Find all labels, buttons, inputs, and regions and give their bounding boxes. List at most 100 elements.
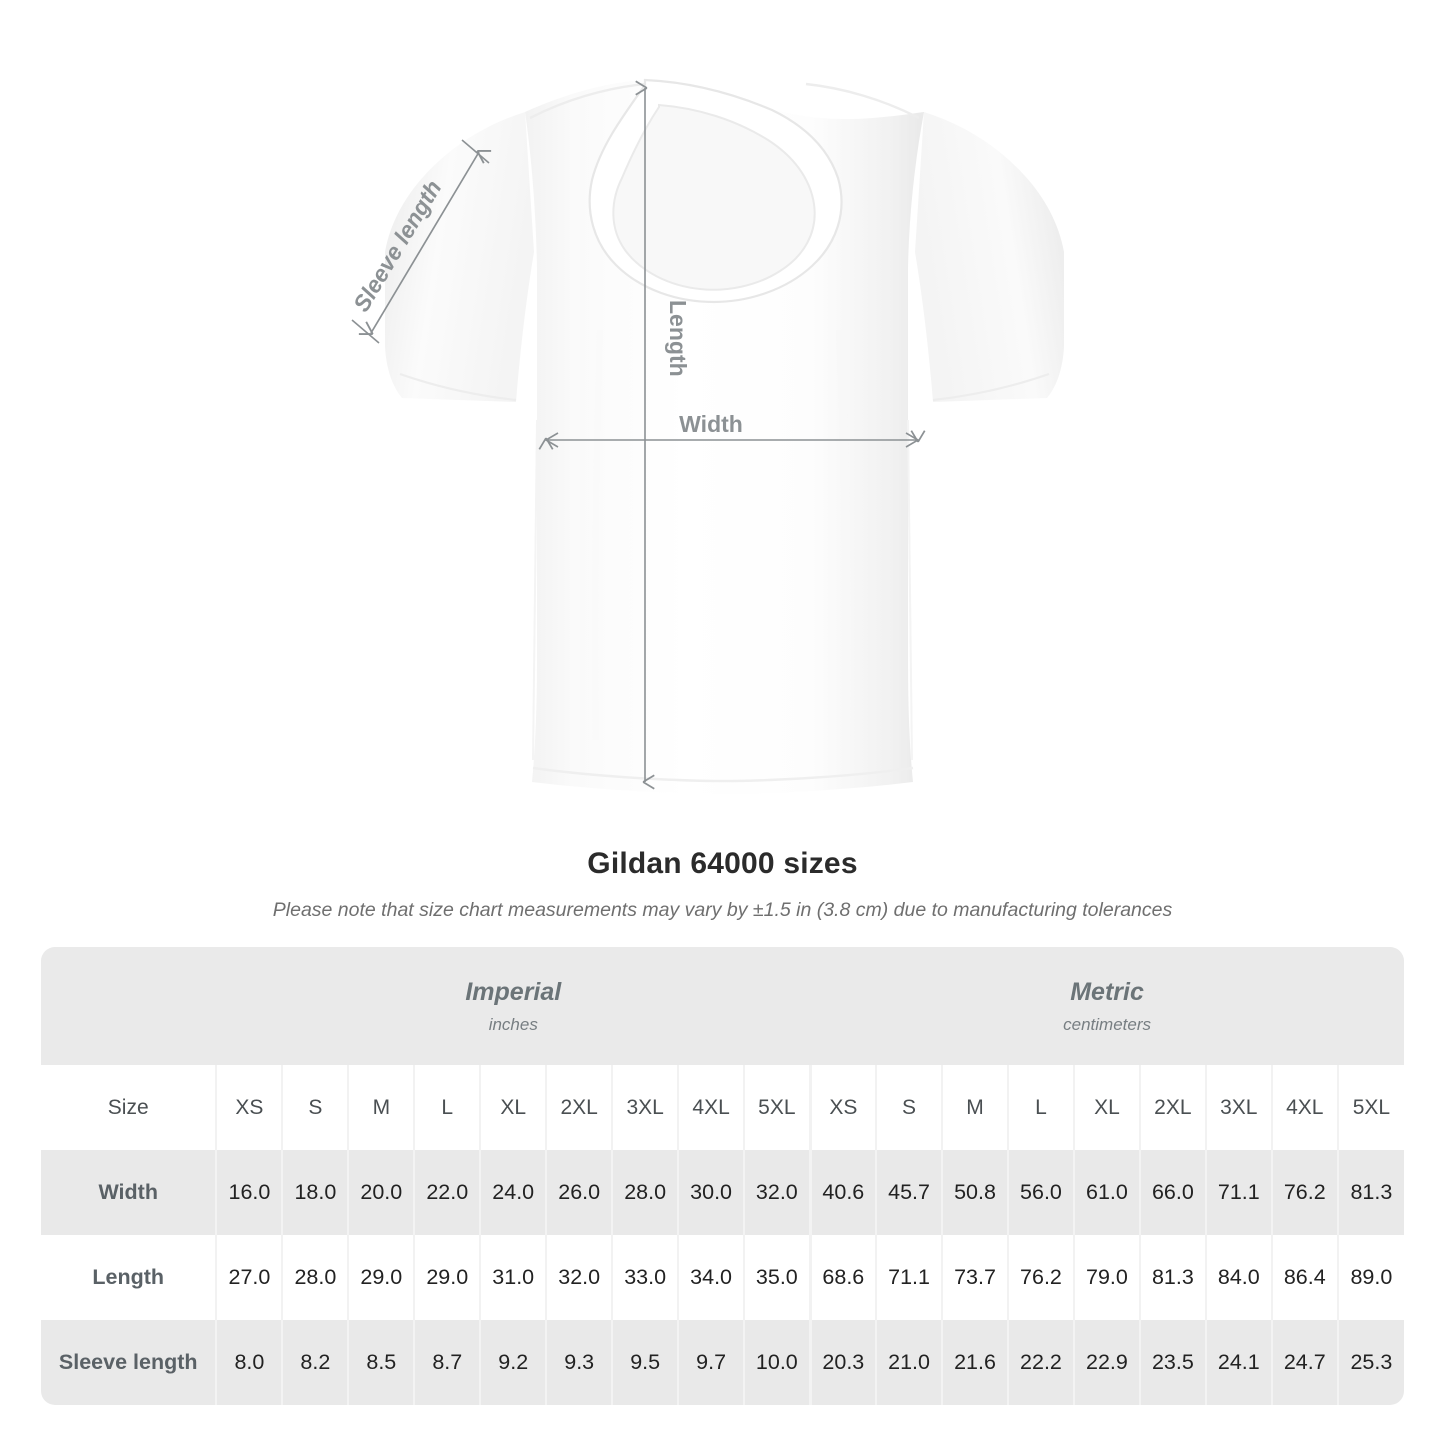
sleeve-length-arrow: [358, 149, 492, 336]
length-2xl-in: 32.0: [545, 1235, 613, 1320]
width-4xl-in: 30.0: [677, 1150, 745, 1235]
sleeve-4xl-in: 9.7: [677, 1320, 745, 1405]
sleeve-l-in: 8.7: [413, 1320, 481, 1405]
header-size-m-metric: M: [941, 1065, 1008, 1150]
width-xl-cm: 61.0: [1072, 1150, 1140, 1235]
width-xl-in: 24.0: [479, 1150, 547, 1235]
sleeve-4xl-cm: 24.7: [1270, 1320, 1338, 1405]
sleeve-2xl-cm: 23.5: [1138, 1320, 1206, 1405]
header-size-label: Size: [41, 1065, 217, 1150]
width-xs-in: 16.0: [215, 1150, 283, 1235]
sleeve-tick-bottom: [351, 319, 380, 344]
sleeve-3xl-cm: 24.1: [1204, 1320, 1272, 1405]
table-row: Sleeve length 8.0 8.2 8.5 8.7 9.2 9.3 9.…: [41, 1320, 1404, 1405]
sleeve-l-cm: 22.2: [1006, 1320, 1074, 1405]
unit-banner-spacer: [41, 947, 217, 1065]
header-size-xl-metric: XL: [1072, 1065, 1140, 1150]
header-size-l-metric: L: [1006, 1065, 1074, 1150]
size-table-container: Imperial inches Metric centimeters Size …: [41, 947, 1404, 1405]
sleeve-m-in: 8.5: [347, 1320, 415, 1405]
width-3xl-in: 28.0: [611, 1150, 679, 1235]
table-row: Length 27.0 28.0 29.0 29.0 31.0 32.0 33.…: [41, 1235, 1404, 1320]
sleeve-s-in: 8.2: [281, 1320, 349, 1405]
sleeve-xl-in: 9.2: [479, 1320, 547, 1405]
header-size-xs-imperial: XS: [215, 1065, 283, 1150]
width-2xl-in: 26.0: [545, 1150, 613, 1235]
length-5xl-cm: 89.0: [1336, 1235, 1404, 1320]
length-4xl-cm: 86.4: [1270, 1235, 1338, 1320]
width-3xl-cm: 71.1: [1204, 1150, 1272, 1235]
sleeve-5xl-in: 10.0: [743, 1320, 811, 1405]
length-4xl-in: 34.0: [677, 1235, 745, 1320]
length-l-in: 29.0: [413, 1235, 481, 1320]
length-xs-in: 27.0: [215, 1235, 283, 1320]
width-m-cm: 50.8: [941, 1150, 1008, 1235]
header-size-2xl-metric: 2XL: [1138, 1065, 1206, 1150]
header-size-xl-imperial: XL: [479, 1065, 547, 1150]
tshirt-diagram: Sleeve length Length Width: [348, 78, 1064, 794]
sleeve-xs-cm: 20.3: [808, 1320, 877, 1405]
length-2xl-cm: 81.3: [1138, 1235, 1206, 1320]
length-xs-cm: 68.6: [808, 1235, 877, 1320]
size-header-row: Size XS S M L XL 2XL 3XL 4XL 5XL XS S M …: [41, 1065, 1404, 1150]
length-3xl-in: 33.0: [611, 1235, 679, 1320]
width-label: Width: [679, 411, 743, 437]
sleeve-3xl-in: 9.5: [611, 1320, 679, 1405]
width-l-cm: 56.0: [1006, 1150, 1074, 1235]
length-s-in: 28.0: [281, 1235, 349, 1320]
sleeve-5xl-cm: 25.3: [1336, 1320, 1404, 1405]
header-size-5xl-metric: 5XL: [1336, 1065, 1404, 1150]
width-arrowhead-left: [544, 432, 559, 448]
page-title: Gildan 64000 sizes: [587, 847, 858, 880]
width-s-in: 18.0: [281, 1150, 349, 1235]
unit-group-imperial: Imperial inches: [216, 947, 811, 1065]
row-label-width: Width: [41, 1150, 217, 1235]
unit-metric-name: Metric: [1070, 977, 1144, 1006]
width-4xl-cm: 76.2: [1270, 1150, 1338, 1235]
header-size-s-metric: S: [875, 1065, 943, 1150]
header-size-3xl-metric: 3XL: [1204, 1065, 1272, 1150]
width-5xl-cm: 81.3: [1336, 1150, 1404, 1235]
header-size-s-imperial: S: [281, 1065, 349, 1150]
length-m-in: 29.0: [347, 1235, 415, 1320]
width-m-in: 20.0: [347, 1150, 415, 1235]
unit-imperial-name: Imperial: [465, 977, 562, 1006]
header-size-xs-metric: XS: [808, 1065, 877, 1150]
header-size-m-imperial: M: [347, 1065, 415, 1150]
length-3xl-cm: 84.0: [1204, 1235, 1272, 1320]
header-size-3xl-imperial: 3XL: [611, 1065, 679, 1150]
tshirt-graphic: [385, 78, 1064, 794]
length-s-cm: 71.1: [875, 1235, 943, 1320]
length-xl-cm: 79.0: [1072, 1235, 1140, 1320]
sleeve-s-cm: 21.0: [875, 1320, 943, 1405]
table-row: Width 16.0 18.0 20.0 22.0 24.0 26.0 28.0…: [41, 1150, 1404, 1235]
heading-block: Gildan 64000 sizes Please note that size…: [0, 846, 1445, 922]
sleeve-m-cm: 21.6: [941, 1320, 1008, 1405]
length-label: Length: [665, 300, 691, 377]
header-size-4xl-metric: 4XL: [1270, 1065, 1338, 1150]
unit-imperial-sub: inches: [488, 1014, 538, 1034]
header-size-l-imperial: L: [413, 1065, 481, 1150]
unit-metric-sub: centimeters: [1063, 1014, 1151, 1034]
unit-banner-row: Imperial inches Metric centimeters: [41, 947, 1404, 1065]
header-size-2xl-imperial: 2XL: [545, 1065, 613, 1150]
size-table: Imperial inches Metric centimeters Size …: [41, 947, 1404, 1405]
unit-group-metric: Metric centimeters: [810, 947, 1404, 1065]
sleeve-xs-in: 8.0: [215, 1320, 283, 1405]
width-annotation: Width: [538, 411, 926, 450]
width-2xl-cm: 66.0: [1138, 1150, 1206, 1235]
width-xs-cm: 40.6: [808, 1150, 877, 1235]
length-5xl-in: 35.0: [743, 1235, 811, 1320]
length-xl-in: 31.0: [479, 1235, 547, 1320]
width-s-cm: 45.7: [875, 1150, 943, 1235]
row-label-length: Length: [41, 1235, 217, 1320]
sleeve-xl-cm: 22.9: [1072, 1320, 1140, 1405]
row-label-sleeve-length: Sleeve length: [41, 1320, 217, 1405]
header-size-4xl-imperial: 4XL: [677, 1065, 745, 1150]
width-5xl-in: 32.0: [743, 1150, 811, 1235]
tolerance-note: Please note that size chart measurements…: [272, 899, 1173, 921]
width-arrowhead-right: [905, 432, 920, 448]
width-l-in: 22.0: [413, 1150, 481, 1235]
header-size-5xl-imperial: 5XL: [743, 1065, 811, 1150]
